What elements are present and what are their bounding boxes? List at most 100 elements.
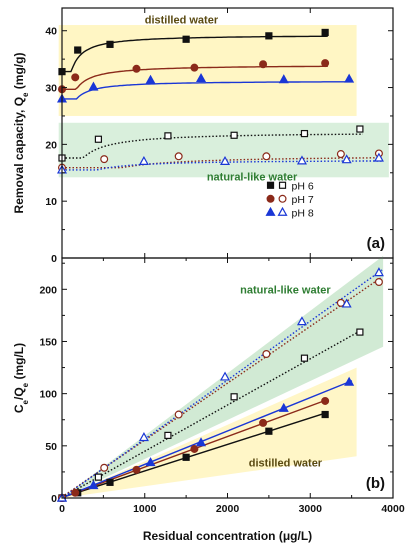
legend-marker-filled-2 (266, 194, 275, 203)
data-point-4-5 (300, 129, 309, 138)
data-point-3-6 (344, 376, 355, 386)
data-point-5-4 (262, 350, 271, 359)
data-point-4-3 (164, 132, 172, 140)
data-point-4-2 (94, 135, 103, 143)
data-point-5-4 (262, 152, 271, 161)
y-tick-label: 0 (51, 493, 57, 505)
data-point-1-5 (265, 427, 273, 435)
x-tick-label: 1000 (133, 503, 157, 515)
data-point-4-4 (230, 393, 238, 401)
panel-label-a: (a) (367, 235, 385, 252)
fit-line-1 (62, 35, 328, 73)
fit-line-3 (62, 80, 352, 100)
data-point-5-2 (100, 463, 109, 472)
x-tick-label: 4000 (381, 503, 405, 515)
data-point-5-2 (100, 155, 109, 164)
fit-line-3 (61, 380, 353, 499)
fit-line-6 (62, 160, 383, 171)
data-point-6-3 (219, 371, 231, 381)
data-point-3-4 (196, 73, 207, 83)
x-tick-label: 0 (59, 503, 65, 515)
y-tick-label: 10 (45, 196, 57, 208)
fit-line-4 (61, 328, 364, 499)
data-point-1-4 (182, 35, 190, 43)
data-point-6-4 (296, 316, 307, 326)
data-point-4-6 (356, 125, 364, 133)
legend-marker-open-3 (277, 206, 288, 216)
data-point-5-6 (374, 278, 383, 287)
band-1 (58, 122, 389, 178)
data-point-3-5 (278, 402, 289, 412)
data-point-6-2 (138, 155, 149, 166)
y-axis-title: Removal capacity, Qe (mg/g) (12, 53, 30, 214)
fit-line-5 (62, 157, 383, 169)
data-point-4-5 (300, 354, 309, 362)
data-point-6-4 (296, 155, 307, 165)
y-tick-label: 30 (45, 83, 57, 95)
data-point-4-3 (164, 431, 172, 439)
y-tick-label: 20 (45, 139, 57, 151)
data-point-1-4 (182, 453, 190, 461)
y-tick-label: 40 (45, 26, 57, 38)
data-point-3-3 (145, 74, 156, 84)
data-point-1-3 (106, 478, 114, 486)
y-axis-title: Ce/Qe (mg/L) (12, 343, 30, 413)
data-point-6-2 (138, 432, 149, 442)
panel-label-b: (b) (366, 475, 385, 492)
data-point-1-5 (265, 32, 273, 40)
y-tick-label: 200 (39, 284, 57, 296)
annotation-2: natural-like water (207, 172, 298, 184)
data-point-6-5 (341, 154, 352, 164)
y-tick-label: 50 (45, 441, 57, 453)
data-point-5-5 (336, 150, 345, 159)
data-point-2-2 (71, 488, 80, 497)
data-point-3-5 (278, 74, 289, 84)
band-0 (62, 367, 357, 498)
data-point-6-6 (373, 152, 384, 162)
data-point-5-3 (174, 410, 183, 419)
data-point-1-6 (321, 28, 329, 37)
data-point-2-3 (132, 64, 141, 73)
data-point-4-4 (230, 131, 238, 139)
legend-marker-filled-1 (266, 181, 275, 189)
y-tick-label: 150 (39, 336, 57, 348)
legend-marker-open-1 (278, 181, 287, 189)
panel-a-removal-capacity: 0 10 20 30 40 Removal capacity, Qe (mg/g) dist… (12, 7, 394, 265)
legend-entry-3: pH 8 (292, 207, 314, 219)
fit-line-6 (61, 269, 383, 499)
x-tick-label: 2000 (216, 503, 240, 515)
data-point-2-6 (321, 396, 330, 405)
x-tick-label: 3000 (299, 503, 323, 515)
legend-entry-2: pH 7 (292, 194, 314, 206)
data-point-1-3 (106, 40, 114, 48)
data-point-1-6 (321, 410, 329, 419)
data-point-6-5 (341, 298, 352, 308)
data-point-3-2 (88, 480, 99, 490)
legend-entry-1: pH 6 (292, 180, 314, 192)
data-point-5-3 (174, 152, 183, 161)
data-point-4-6 (356, 328, 364, 336)
annotation-1: distilled water (145, 14, 219, 26)
band-0 (58, 25, 357, 116)
data-point-1-2 (74, 46, 82, 54)
data-point-2-4 (190, 63, 199, 72)
data-point-6-6 (373, 267, 384, 277)
data-point-2-6 (321, 59, 330, 68)
data-point-6-3 (219, 155, 231, 166)
data-point-2-5 (259, 60, 268, 69)
data-point-2-5 (259, 418, 268, 427)
annotation-1: natural-like water (240, 284, 331, 296)
data-point-4-2 (94, 473, 103, 481)
legend-marker-open-2 (278, 194, 287, 203)
annotation-2: distilled water (249, 458, 323, 470)
data-point-2-4 (190, 444, 199, 453)
y-tick-label: 0 (51, 253, 57, 265)
data-point-3-3 (145, 457, 156, 467)
fit-line-1 (61, 411, 328, 499)
x-axis-title: Residual concentration (μg/L) (143, 529, 312, 543)
data-point-3-6 (344, 73, 355, 83)
y-tick-label: 100 (39, 389, 57, 401)
data-point-3-2 (88, 81, 99, 91)
